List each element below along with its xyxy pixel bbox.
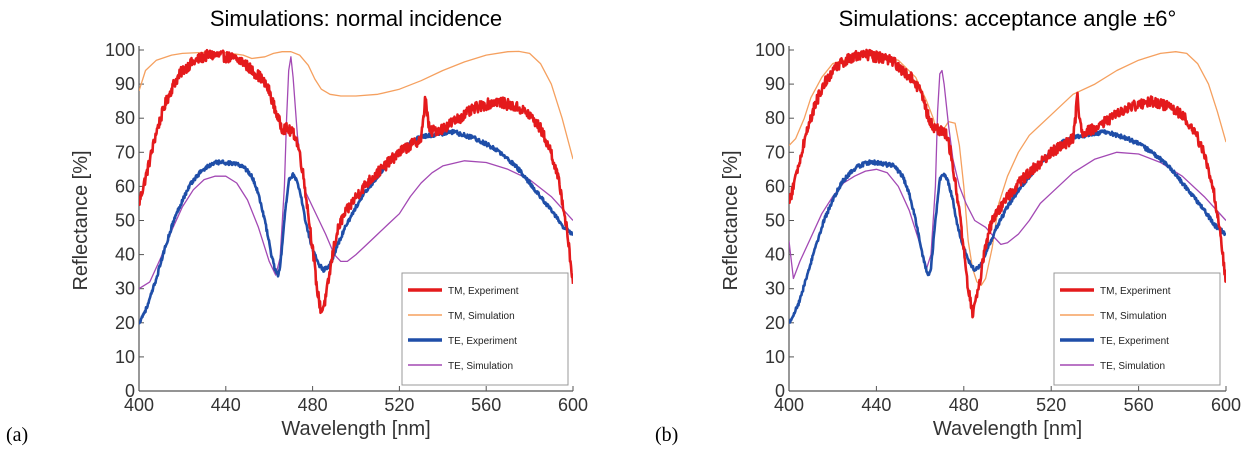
x-tick-label: 600: [1211, 395, 1241, 415]
y-tick-label: 30: [115, 279, 135, 299]
x-tick-label: 600: [558, 395, 588, 415]
series-line-te-experiment: [789, 129, 1226, 324]
legend-label: TM, Simulation: [1100, 311, 1167, 322]
chart-panel-1: Simulations: acceptance angle ±6° 0 10 20 30…: [655, 6, 1241, 446]
legend-label: TE, Simulation: [1100, 361, 1165, 372]
panel-label: (a): [6, 424, 28, 446]
chart-panel-0: Simulations: normal incidence 0 10 20 30 40 50…: [6, 6, 588, 446]
y-tick-label: 50: [115, 211, 135, 231]
y-tick-label: 80: [765, 108, 785, 128]
y-tick-label: 90: [115, 74, 135, 94]
y-tick-label: 60: [115, 176, 135, 196]
x-tick-label: 440: [861, 395, 891, 415]
y-tick-label: 10: [115, 347, 135, 367]
y-tick-label: 10: [765, 347, 785, 367]
legend-label: TM, Simulation: [448, 311, 515, 322]
y-tick-label: 40: [765, 245, 785, 265]
y-tick-label: 100: [755, 40, 785, 60]
x-axis-label: Wavelength [nm]: [281, 418, 430, 440]
x-tick-label: 520: [384, 395, 414, 415]
y-tick-label: 100: [105, 40, 135, 60]
y-tick-label: 0: [775, 381, 785, 401]
x-tick-label: 480: [949, 395, 979, 415]
legend-label: TE, Simulation: [448, 361, 513, 372]
panel-label: (b): [655, 424, 678, 446]
y-tick-label: 30: [765, 279, 785, 299]
y-axis-label: Reflectance [%]: [70, 150, 92, 290]
chart-title: Simulations: acceptance angle ±6°: [839, 6, 1177, 31]
chart-title: Simulations: normal incidence: [210, 6, 502, 31]
series-line-te-simulation: [789, 69, 1226, 280]
x-tick-label: 520: [1036, 395, 1066, 415]
y-tick-label: 40: [115, 245, 135, 265]
legend-label: TE, Experiment: [448, 336, 517, 347]
x-tick-label: 400: [774, 395, 804, 415]
y-tick-label: 0: [125, 381, 135, 401]
x-tick-label: 560: [1124, 395, 1154, 415]
x-tick-label: 480: [298, 395, 328, 415]
y-tick-label: 90: [765, 74, 785, 94]
legend-label: TM, Experiment: [448, 286, 519, 297]
series-line-tm-experiment: [789, 48, 1226, 319]
y-tick-label: 70: [115, 142, 135, 162]
x-tick-label: 400: [124, 395, 154, 415]
x-tick-label: 560: [471, 395, 501, 415]
legend: TM, Experiment TM, Simulation TE, Experime…: [1053, 272, 1221, 386]
legend: TM, Experiment TM, Simulation TE, Experime…: [401, 272, 569, 386]
series-line-te-experiment: [139, 128, 573, 325]
x-tick-label: 440: [211, 395, 241, 415]
legend-box: [401, 272, 569, 386]
legend-label: TE, Experiment: [1100, 336, 1169, 347]
series-line-te-simulation: [139, 56, 573, 290]
y-tick-label: 20: [115, 313, 135, 333]
y-tick-label: 50: [765, 211, 785, 231]
x-axis-label: Wavelength [nm]: [933, 418, 1082, 440]
legend-label: TM, Experiment: [1100, 286, 1171, 297]
y-tick-label: 70: [765, 142, 785, 162]
series-line-tm-experiment: [139, 48, 573, 315]
y-tick-label: 60: [765, 176, 785, 196]
y-tick-label: 80: [115, 108, 135, 128]
y-axis-label: Reflectance [%]: [720, 150, 742, 290]
y-tick-label: 20: [765, 313, 785, 333]
